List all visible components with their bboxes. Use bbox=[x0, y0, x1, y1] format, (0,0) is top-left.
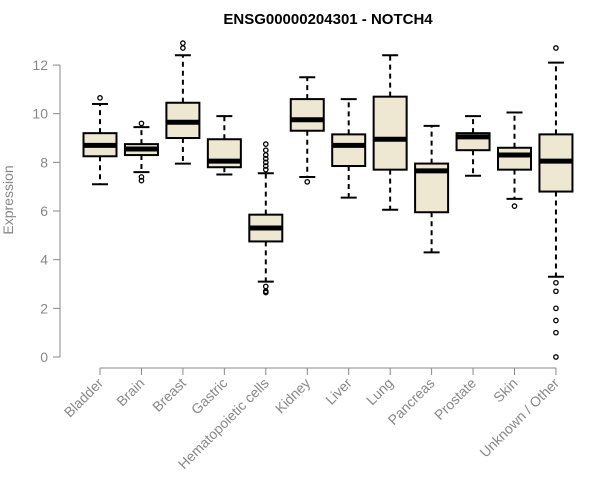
y-tick-label: 10 bbox=[32, 106, 48, 122]
y-axis-label: Expression bbox=[0, 165, 16, 234]
y-tick-label: 8 bbox=[40, 154, 48, 170]
x-tick-label: Skin bbox=[490, 375, 521, 406]
y-tick-label: 6 bbox=[40, 203, 48, 219]
outlier-point bbox=[262, 147, 269, 154]
outlier-point bbox=[553, 288, 559, 295]
box-group bbox=[165, 40, 201, 165]
x-tick-label: Prostate bbox=[431, 375, 479, 423]
box-group bbox=[331, 98, 367, 199]
outlier-point bbox=[304, 178, 311, 185]
outlier-point bbox=[180, 45, 186, 51]
outlier-point bbox=[553, 317, 559, 324]
x-tick-label: Brain bbox=[113, 375, 147, 409]
outlier-point bbox=[553, 354, 559, 360]
box-group bbox=[497, 111, 532, 210]
outlier-point bbox=[262, 289, 269, 296]
outlier-point bbox=[511, 203, 518, 210]
outlier-point bbox=[553, 45, 559, 51]
box-group bbox=[538, 45, 574, 360]
box-group bbox=[206, 115, 242, 176]
x-tick-label: Unknown / Other bbox=[476, 375, 562, 461]
box-group bbox=[248, 141, 284, 296]
box-iqr bbox=[372, 95, 408, 171]
box-iqr bbox=[289, 98, 325, 132]
axes: 0 2 4 6 8 10 12 bbox=[32, 57, 557, 375]
box-group bbox=[123, 120, 159, 184]
outlier-point bbox=[262, 155, 269, 162]
y-tick-label: 0 bbox=[40, 349, 48, 365]
outlier-point bbox=[138, 120, 145, 127]
x-tick-label: Liver bbox=[322, 375, 355, 408]
x-tick-label: Lung bbox=[363, 375, 396, 408]
outlier-point bbox=[262, 283, 269, 290]
outlier-point bbox=[97, 95, 103, 101]
x-tick-label: Breast bbox=[149, 375, 189, 415]
box-iqr bbox=[497, 146, 532, 171]
outlier-point bbox=[180, 40, 186, 46]
outlier-point bbox=[553, 305, 559, 312]
y-tick-label: 12 bbox=[32, 57, 48, 73]
box-group bbox=[82, 95, 118, 186]
box-iqr bbox=[331, 133, 367, 168]
outlier-point bbox=[262, 141, 269, 147]
outlier-point bbox=[138, 174, 145, 180]
outlier-point bbox=[138, 177, 145, 184]
x-tick-label: Kidney bbox=[272, 375, 314, 417]
box-group bbox=[372, 54, 408, 211]
y-tick-label: 2 bbox=[40, 300, 48, 316]
box-group bbox=[455, 115, 491, 177]
box-group bbox=[414, 124, 450, 254]
outlier-point bbox=[553, 329, 559, 336]
plot-area bbox=[82, 40, 574, 360]
outlier-point bbox=[262, 166, 269, 173]
y-tick-label: 4 bbox=[40, 252, 48, 268]
outlier-point bbox=[553, 279, 559, 286]
outlier-point bbox=[262, 159, 269, 166]
x-tick-label: Bladder bbox=[61, 375, 107, 421]
outlier-point bbox=[262, 163, 269, 169]
box-group bbox=[289, 76, 325, 185]
chart-title: ENSG00000204301 - NOTCH4 bbox=[223, 11, 433, 28]
